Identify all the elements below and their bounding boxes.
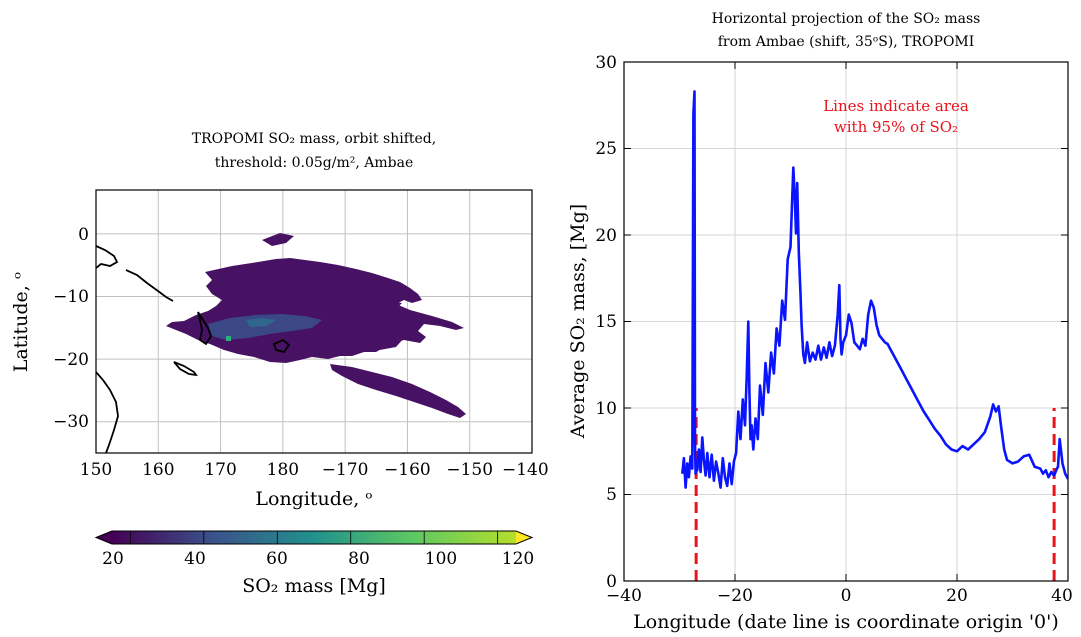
plume-core-2 <box>246 318 276 327</box>
plume-south-arm <box>362 338 404 351</box>
series-line <box>681 90 1068 489</box>
line-ytick-label: 30 <box>595 53 617 73</box>
colorbar-ramp <box>112 531 516 544</box>
line-xtick-label: 20 <box>946 586 968 606</box>
line-y-ticks: 0 5 10 15 20 25 30 <box>595 53 617 592</box>
line-grid <box>624 62 1068 581</box>
line-ytick-label: 5 <box>606 485 617 505</box>
plume-upper-arm <box>262 233 294 246</box>
line-ytick-label: 25 <box>595 139 617 159</box>
coastline-vanuatu <box>197 311 212 346</box>
map-xtick-label: 180 <box>267 460 299 480</box>
colorbar-tick-label: 60 <box>266 549 288 569</box>
colorbar-extend-low <box>96 531 112 544</box>
colorbar-frame <box>94 530 534 545</box>
colorbar-tick-label: 40 <box>184 549 206 569</box>
line-xtick-label: 40 <box>1051 586 1073 606</box>
map-title-line1: TROPOMI SO₂ mass, orbit shifted, <box>192 131 436 147</box>
plume-main <box>166 258 464 363</box>
line-ytick-label: 0 <box>606 572 617 592</box>
map-xtick-label: −160 <box>384 460 431 480</box>
map-xtick-label: 170 <box>204 460 236 480</box>
map-title-line2: threshold: 0.05g/m², Ambae <box>215 155 413 171</box>
colorbar-label: SO₂ mass [Mg] <box>242 575 386 597</box>
map-y-axis-label: Latitude, ᵒ <box>10 272 32 372</box>
map-xtick-label: 160 <box>142 460 174 480</box>
map-ytick-label: 0 <box>78 225 89 245</box>
colorbar-tick-label: 20 <box>102 549 124 569</box>
coastline-fiji <box>272 338 291 354</box>
map-x-axis-label: Longitude, ᵒ <box>255 488 372 510</box>
coastline-png <box>96 245 119 269</box>
map-y-ticks: 0 −10 −20 −30 <box>53 225 89 432</box>
annotation-line2: with 95% of SO₂ <box>834 118 958 136</box>
plume-peak <box>226 336 231 341</box>
line-ytick-label: 15 <box>595 312 617 332</box>
line-title-line2: from Ambae (shift, 35ᵒS), TROPOMI <box>718 34 975 50</box>
map-xtick-label: −170 <box>322 460 369 480</box>
map-ytick-label: −30 <box>53 412 89 432</box>
coastline-australia <box>96 371 119 453</box>
line-ytick-label: 20 <box>595 226 617 246</box>
line-title-line1: Horizontal projection of the SO₂ mass <box>712 11 981 27</box>
line-xtick-label: −20 <box>717 586 753 606</box>
annotation-line1: Lines indicate area <box>823 97 969 115</box>
map-xtick-label: −150 <box>446 460 493 480</box>
so2-plume <box>166 233 466 418</box>
map-x-ticks: 150 160 170 180 −170 −160 −150 −140 <box>80 460 549 480</box>
plume-lower <box>330 364 466 418</box>
line-ytick-label: 10 <box>595 399 617 419</box>
line-x-axis-label: Longitude (date line is coordinate origi… <box>633 611 1059 633</box>
map-xtick-label: −140 <box>502 460 549 480</box>
coastline-solomon <box>125 269 174 302</box>
coastlines <box>96 245 291 453</box>
colorbar-tick-label: 120 <box>502 549 534 569</box>
coastline-new-caledonia <box>173 361 198 377</box>
line-x-ticks: −40 −20 0 20 40 <box>606 586 1073 606</box>
plume-core <box>208 314 322 340</box>
map-ytick-label: −10 <box>53 287 89 307</box>
map-ytick-label: −20 <box>53 350 89 370</box>
colorbar-tick-label: 100 <box>425 549 457 569</box>
plume-east-arm <box>380 300 402 309</box>
colorbar-tick-marks <box>129 531 499 544</box>
line-y-axis-label: Average SO₂ mass, [Mg] <box>567 204 589 439</box>
map-frame <box>95 189 533 454</box>
line-xtick-label: −40 <box>606 586 642 606</box>
series-lines <box>681 90 1068 489</box>
line-tick-marks <box>623 61 1069 582</box>
colorbar-extend-high <box>516 531 532 544</box>
map-xtick-label: 150 <box>80 460 112 480</box>
colorbar: 20 40 60 80 100 120 SO₂ mass [Mg] <box>94 530 534 597</box>
line-xtick-label: 0 <box>841 586 852 606</box>
colorbar-tick-label: 80 <box>348 549 370 569</box>
